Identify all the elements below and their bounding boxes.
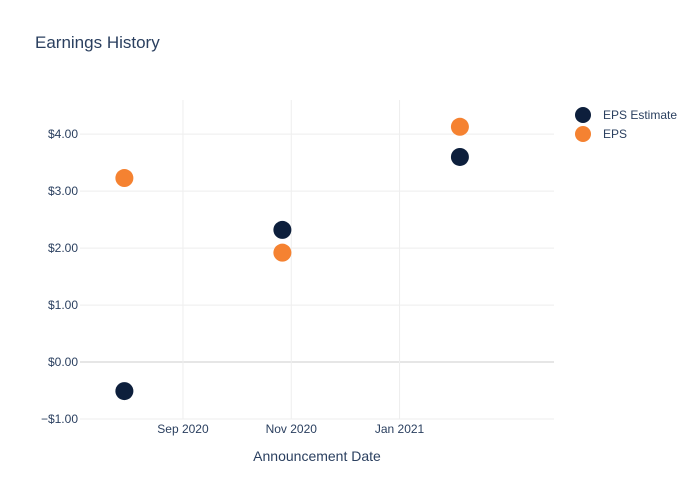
data-point-eps[interactable] [450,117,469,136]
legend[interactable]: EPS Estimate EPS [575,107,677,142]
x-axis-title: Announcement Date [253,448,381,464]
data-point-eps-estimate[interactable] [115,382,134,401]
data-point-eps-estimate[interactable] [273,220,292,239]
y-tick-label: $2.00 [48,241,78,255]
y-tick-label: $0.00 [48,355,78,369]
legend-marker [575,107,591,123]
grid-lines [80,100,554,420]
y-tick-label: $1.00 [48,298,78,312]
legend-label: EPS Estimate [603,108,677,122]
data-markers [115,117,469,401]
y-tick-label: −$1.00 [41,412,78,426]
x-tick-label: Jan 2021 [375,422,425,436]
y-tick-label: $3.00 [48,184,78,198]
legend-item[interactable]: EPS Estimate [575,107,677,123]
legend-item[interactable]: EPS [575,126,627,142]
axis-ticks: −$1.00 $0.00 $1.00 $2.00 $3.00 $4.00 Sep 2020 N… [41,127,425,436]
data-point-eps-estimate[interactable] [450,147,469,166]
chart-title: Earnings History [35,33,160,52]
y-tick-label: $4.00 [48,127,78,141]
legend-label: EPS [603,127,627,141]
legend-marker [575,126,591,142]
data-point-eps[interactable] [273,243,292,262]
data-point-eps[interactable] [115,169,134,188]
x-tick-label: Nov 2020 [266,422,318,436]
x-tick-label: Sep 2020 [157,422,209,436]
